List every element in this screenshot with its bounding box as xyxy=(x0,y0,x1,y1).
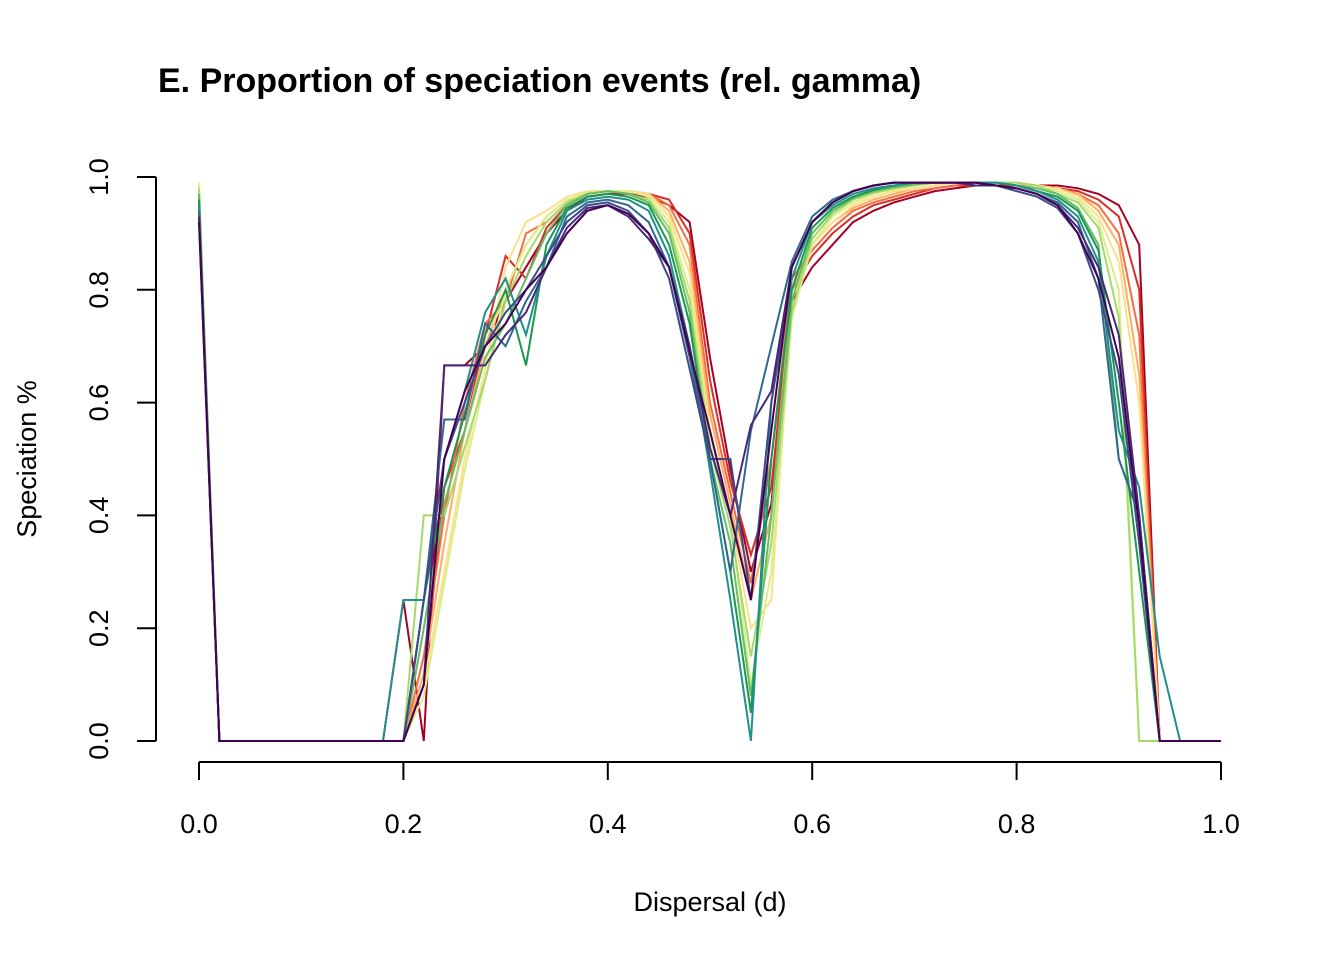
y-tick-label: 1.0 xyxy=(84,158,114,196)
x-tick-label: 0.0 xyxy=(180,809,218,839)
x-tick-label: 0.6 xyxy=(793,809,831,839)
series-group xyxy=(198,181,1221,742)
y-axis-label: Speciation % xyxy=(12,380,42,538)
chart-title: E. Proportion of speciation events (rel.… xyxy=(158,62,921,100)
x-tick-label: 1.0 xyxy=(1202,809,1240,839)
y-tick-label: 0.2 xyxy=(84,609,114,647)
y-tick-label: 0.8 xyxy=(84,271,114,309)
x-tick-label: 0.8 xyxy=(998,809,1036,839)
series-line-11 xyxy=(198,181,1221,742)
x-tick-label: 0.4 xyxy=(589,809,627,839)
x-axis-label: Dispersal (d) xyxy=(633,887,786,917)
y-tick-label: 0.4 xyxy=(84,497,114,535)
x-axis: 0.0 0.2 0.4 0.6 0.8 1.0 xyxy=(180,761,1240,839)
y-tick-label: 0.0 xyxy=(84,722,114,760)
y-tick-label: 0.6 xyxy=(84,384,114,422)
y-axis: 0.0 0.2 0.4 0.6 0.8 1.0 xyxy=(84,158,157,760)
x-tick-label: 0.2 xyxy=(385,809,423,839)
series-line-14 xyxy=(198,181,1221,742)
